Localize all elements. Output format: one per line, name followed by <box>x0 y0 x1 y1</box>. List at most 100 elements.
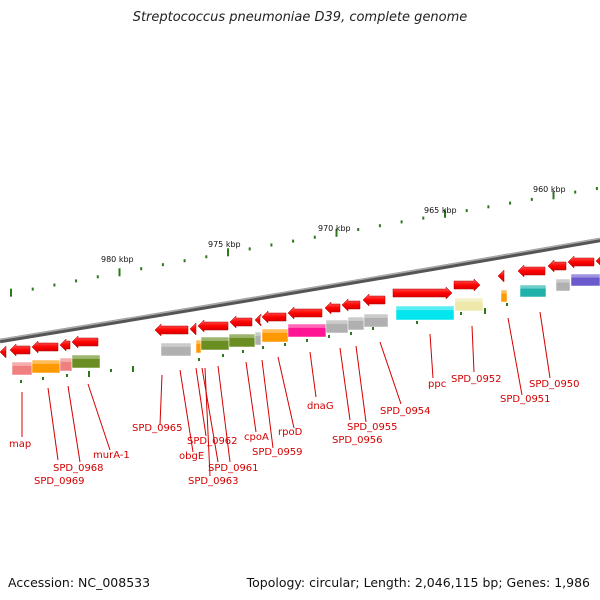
gene-arrow <box>71 335 99 349</box>
track-shine <box>32 360 60 364</box>
ruler-major-tick <box>118 268 121 277</box>
genome-summary-text: Topology: circular; Length: 2,046,115 bp… <box>246 575 590 590</box>
gene-label-spd-0955[interactable]: SPD_0955 <box>347 422 398 433</box>
ruler-minor-tick <box>313 235 316 239</box>
track-shine <box>348 317 364 321</box>
leader-line <box>261 359 274 449</box>
ruler-minor-tick <box>292 239 295 243</box>
feature-tick <box>372 327 374 330</box>
feature-tick <box>306 339 308 342</box>
gene-arrow <box>567 255 595 269</box>
ruler-minor-tick <box>140 267 143 271</box>
leader-line <box>204 367 211 477</box>
feature-tick <box>350 332 352 335</box>
track-shine <box>288 324 326 328</box>
gene-label-obge[interactable]: obgE <box>179 451 204 462</box>
gene-label-spd-0952[interactable]: SPD_0952 <box>451 374 502 385</box>
track-shine <box>455 298 483 302</box>
gene-label-dnag[interactable]: dnaG <box>307 401 334 412</box>
ruler-major-tick <box>10 288 12 297</box>
ruler-minor-tick <box>465 209 468 213</box>
leader-line <box>217 365 231 463</box>
gene-arrow <box>0 345 7 359</box>
ruler-label-975: 975 kbp <box>208 240 241 249</box>
gene-labels: map SPD_0968 SPD_0969 murA-1 SPD_0965 ob… <box>9 374 580 487</box>
annotation-block <box>395 305 455 321</box>
ruler-minor-tick <box>53 283 56 287</box>
gene-label-ppc[interactable]: ppc <box>428 379 446 390</box>
annotation-block <box>254 331 262 346</box>
ruler-minor-tick <box>248 247 251 251</box>
leader-line <box>159 374 163 426</box>
gene-arrow <box>59 338 71 352</box>
genome-backbone-highlight <box>0 237 600 341</box>
gene-label-spd-0968[interactable]: SPD_0968 <box>53 463 104 474</box>
track-shine <box>501 290 507 294</box>
gene-arrow <box>392 286 453 300</box>
ruler-labels: 960 kbp 965 kbp 970 kbp 975 kbp 980 kbp <box>101 185 566 264</box>
gene-label-rpod[interactable]: rpoD <box>278 427 303 438</box>
feature-tick <box>132 366 134 372</box>
gene-label-spd-0954[interactable]: SPD_0954 <box>380 406 431 417</box>
gene-label-map[interactable]: map <box>9 439 31 450</box>
gene-arrow <box>287 306 323 320</box>
ruler-minor-tick <box>270 243 273 247</box>
gene-arrow <box>254 313 262 327</box>
annotation-block <box>519 284 547 298</box>
gene-label-spd-0961[interactable]: SPD_0961 <box>208 463 259 474</box>
track-shine <box>396 306 454 311</box>
feature-tick <box>484 308 486 314</box>
track-shine <box>262 329 288 333</box>
gene-label-spd-0965[interactable]: SPD_0965 <box>132 423 183 434</box>
gene-label-spd-0969[interactable]: SPD_0969 <box>34 476 85 487</box>
ruler-minor-tick <box>509 201 512 205</box>
feature-tick <box>460 312 462 315</box>
ruler-major-tick <box>552 191 555 200</box>
leader-line <box>179 369 194 453</box>
gene-arrow <box>341 298 361 312</box>
ruler-minor-tick <box>183 259 186 263</box>
feature-tick <box>328 335 330 338</box>
ruler-minor-tick <box>595 187 598 190</box>
ruler-major-tick <box>227 248 229 257</box>
ruler-minor-tick <box>75 279 78 283</box>
leader-line <box>309 351 317 398</box>
ruler-minor-tick <box>574 190 577 194</box>
ruler-label-960: 960 kbp <box>533 185 566 194</box>
leader-line <box>195 367 207 437</box>
gene-label-spd-0951[interactable]: SPD_0951 <box>500 394 551 405</box>
gene-label-cpoa[interactable]: cpoA <box>244 432 269 443</box>
ruler-minor-tick <box>205 255 208 259</box>
feature-tick <box>242 350 244 353</box>
gene-arrow <box>324 301 341 315</box>
annotation-block <box>555 278 571 292</box>
feature-ticks <box>20 303 508 383</box>
gene-label-spd-0959[interactable]: SPD_0959 <box>252 447 303 458</box>
feature-tick <box>222 354 224 357</box>
track-shine <box>255 332 261 336</box>
gene-label-spd-0950[interactable]: SPD_0950 <box>529 379 580 390</box>
gene-arrow <box>9 343 31 357</box>
ruler-minor-tick <box>96 275 99 279</box>
gene-label-spd-0956[interactable]: SPD_0956 <box>332 435 383 446</box>
track-shine <box>196 340 201 344</box>
feature-tick <box>198 358 200 361</box>
gene-label-spd-0963[interactable]: SPD_0963 <box>188 476 239 487</box>
leader-line <box>339 347 351 421</box>
track-shine <box>201 337 229 341</box>
gene-label-spd-0962[interactable]: SPD_0962 <box>187 436 238 447</box>
feature-tick <box>42 377 44 380</box>
track-shine <box>556 279 570 283</box>
ruler-minor-tick <box>530 197 533 201</box>
feature-tick <box>284 343 286 346</box>
gene-label-mura-1[interactable]: murA-1 <box>93 450 130 461</box>
annotation-block <box>363 313 389 328</box>
ruler-major-tick <box>335 228 338 237</box>
leader-line <box>379 341 402 405</box>
track-shine <box>72 355 100 359</box>
ruler-major-tick <box>444 209 446 218</box>
track-shine <box>326 320 348 324</box>
accession-text: Accession: NC_008533 <box>8 575 151 590</box>
feature-tick <box>110 369 112 372</box>
